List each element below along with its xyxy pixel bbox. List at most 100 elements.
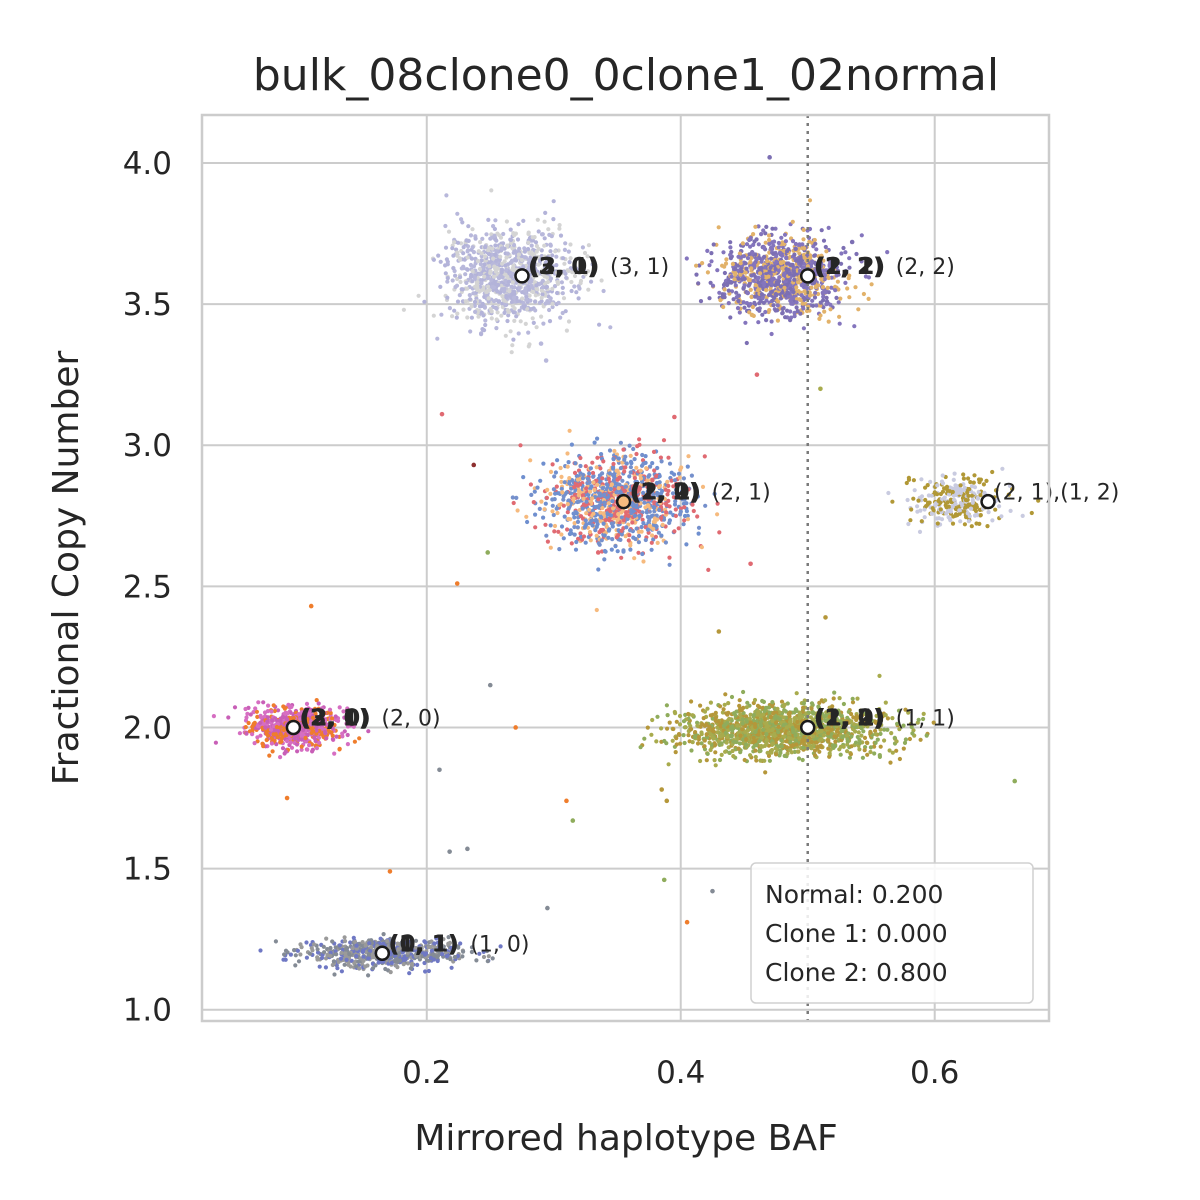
data-point — [341, 709, 346, 714]
data-point — [587, 471, 592, 476]
data-point — [458, 279, 463, 285]
data-point — [696, 531, 701, 536]
data-point — [489, 309, 494, 314]
data-point — [689, 748, 694, 753]
data-point — [768, 265, 773, 270]
data-point — [676, 526, 681, 531]
data-point — [444, 193, 449, 198]
data-point — [510, 280, 515, 285]
data-point — [428, 944, 433, 950]
data-point — [534, 283, 539, 288]
data-point — [254, 709, 259, 714]
data-point — [272, 738, 277, 744]
data-point — [270, 749, 275, 754]
data-point — [773, 292, 779, 297]
data-point — [789, 262, 794, 267]
data-point — [888, 760, 893, 765]
data-point — [342, 715, 347, 720]
data-point — [514, 314, 519, 319]
data-point — [762, 280, 767, 285]
data-point — [780, 266, 785, 271]
data-point — [652, 505, 657, 510]
data-point — [847, 755, 853, 760]
data-point — [516, 252, 522, 257]
data-point — [327, 729, 332, 734]
data-point — [776, 245, 781, 250]
data-point — [483, 318, 488, 323]
data-point — [248, 712, 253, 717]
data-point — [663, 540, 669, 545]
data-point — [363, 943, 368, 948]
data-point — [589, 518, 594, 523]
data-point — [591, 474, 596, 479]
data-point — [575, 519, 581, 525]
data-point — [499, 270, 504, 275]
data-point — [295, 734, 300, 739]
data-point — [587, 529, 593, 535]
data-point — [489, 316, 494, 321]
data-point — [584, 511, 589, 516]
data-point — [587, 507, 592, 512]
data-point — [822, 309, 827, 314]
data-point — [443, 245, 449, 250]
data-point — [577, 269, 583, 274]
data-point — [603, 517, 608, 523]
data-point — [823, 290, 828, 295]
data-point — [539, 499, 544, 504]
data-point — [725, 281, 730, 286]
data-point — [490, 956, 495, 961]
data-point — [796, 756, 802, 761]
data-point — [810, 298, 815, 303]
data-point — [741, 300, 746, 305]
data-point — [601, 459, 606, 464]
data-point — [578, 514, 584, 519]
data-point — [684, 256, 689, 261]
data-point — [652, 468, 657, 473]
data-point — [252, 741, 257, 746]
data-point — [539, 295, 544, 300]
data-point — [705, 270, 711, 275]
data-point — [452, 954, 457, 960]
data-point — [424, 951, 429, 956]
data-point — [307, 711, 312, 716]
data-point — [456, 945, 461, 950]
data-point — [560, 291, 565, 296]
plot-area: (2, 1)(3, 0)(2, 0) (2, 0)(1, 1)(0, 1) (1, … — [200, 113, 1119, 1023]
data-point — [539, 248, 544, 253]
data-point — [647, 523, 652, 528]
data-point — [580, 245, 586, 250]
data-point — [744, 242, 750, 247]
data-point — [273, 939, 278, 944]
data-point — [344, 957, 349, 963]
data-point — [628, 547, 633, 552]
data-point — [611, 456, 616, 461]
chart-title: bulk_08clone0_0clone1_02normal — [253, 50, 999, 101]
data-point — [769, 319, 774, 324]
data-point — [255, 735, 260, 740]
data-point — [622, 469, 627, 474]
data-point — [556, 529, 561, 534]
data-point — [562, 480, 567, 485]
data-point — [543, 210, 548, 215]
data-point — [813, 290, 818, 295]
data-point — [519, 257, 525, 263]
data-point — [632, 457, 637, 462]
data-point — [801, 326, 807, 331]
data-point — [631, 446, 636, 452]
data-point — [667, 555, 672, 560]
data-point — [316, 701, 321, 706]
data-point — [485, 289, 490, 294]
data-point — [497, 233, 502, 238]
data-point — [745, 256, 751, 261]
data-point — [282, 952, 287, 957]
data-point — [666, 762, 671, 767]
data-point — [698, 703, 703, 708]
data-point — [609, 547, 614, 552]
data-point — [278, 755, 283, 760]
data-point — [515, 299, 520, 304]
data-point — [302, 709, 307, 714]
data-point — [255, 714, 260, 720]
data-point — [706, 567, 711, 573]
data-point — [627, 474, 632, 479]
data-point — [759, 292, 765, 297]
